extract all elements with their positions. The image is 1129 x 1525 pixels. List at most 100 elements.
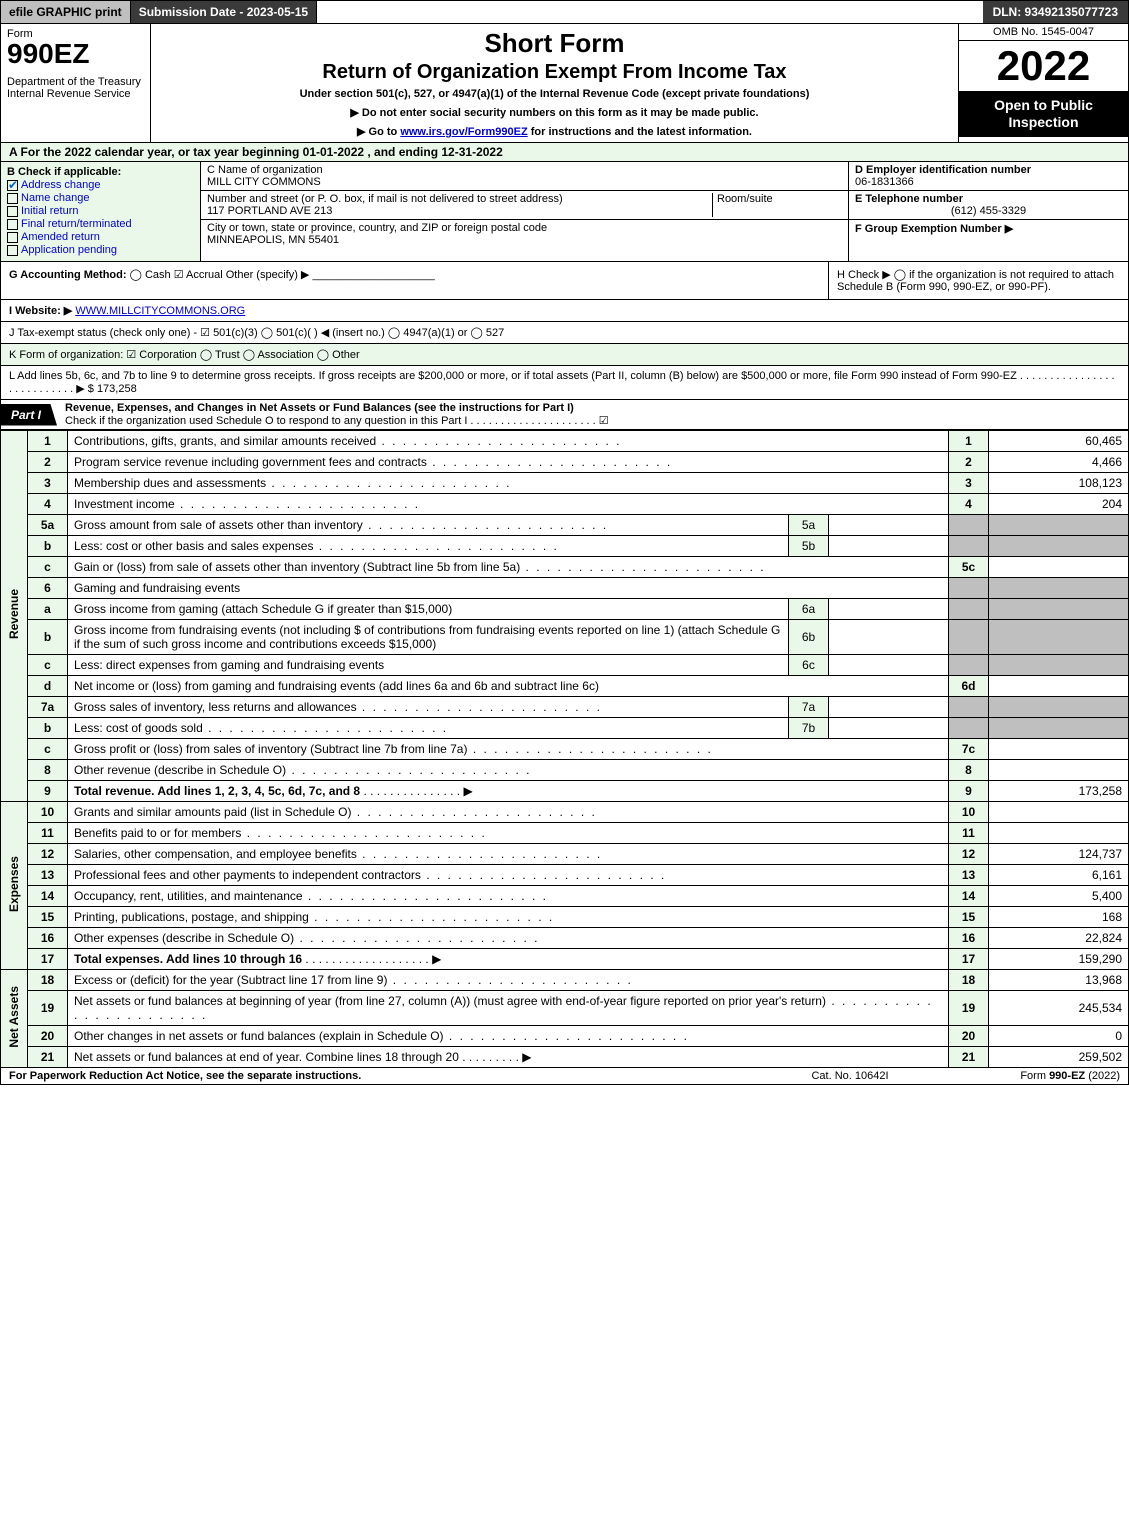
line-6d: dNet income or (loss) from gaming and fu… [1, 676, 1129, 697]
line-15: 15Printing, publications, postage, and s… [1, 907, 1129, 928]
line-2: 2Program service revenue including gover… [1, 452, 1129, 473]
l6c-num: c [28, 655, 68, 676]
chk-name-change[interactable]: Name change [7, 192, 194, 204]
chk-address-change[interactable]: Address change [7, 179, 194, 191]
l6b-subamt [829, 620, 949, 655]
line-6a: aGross income from gaming (attach Schedu… [1, 599, 1129, 620]
l5b-desc: Less: cost or other basis and sales expe… [68, 536, 789, 557]
l14-num: 14 [28, 886, 68, 907]
part1-desc-text: Revenue, Expenses, and Changes in Net As… [65, 402, 574, 414]
l11-desc: Benefits paid to or for members [68, 823, 949, 844]
line-19: 19Net assets or fund balances at beginni… [1, 991, 1129, 1026]
l3-box: 3 [949, 473, 989, 494]
chk-final-return[interactable]: Final return/terminated [7, 218, 194, 230]
l2-desc: Program service revenue including govern… [68, 452, 949, 473]
l8-box: 8 [949, 760, 989, 781]
expenses-side-text: Expenses [7, 856, 21, 912]
l7b-amt [989, 718, 1129, 739]
l6a-sub: 6a [789, 599, 829, 620]
l6-amt [989, 578, 1129, 599]
room-suite: Room/suite [712, 193, 842, 217]
no-ssn-line: ▶ Do not enter social security numbers o… [161, 106, 948, 119]
l18-num: 18 [28, 970, 68, 991]
efile-print-button[interactable]: efile GRAPHIC print [1, 1, 131, 23]
l9-desc-text: Total revenue. Add lines 1, 2, 3, 4, 5c,… [74, 784, 360, 798]
org-name: MILL CITY COMMONS [207, 176, 321, 188]
checkbox-icon [7, 206, 18, 217]
phone-value: (612) 455-3329 [855, 205, 1122, 217]
i-label: I Website: ▶ [9, 305, 72, 317]
line-6c: cLess: direct expenses from gaming and f… [1, 655, 1129, 676]
l5b-num: b [28, 536, 68, 557]
l6c-subamt [829, 655, 949, 676]
l17-desc: Total expenses. Add lines 10 through 16 … [68, 949, 949, 970]
l7a-sub: 7a [789, 697, 829, 718]
ein-value: 06-1831366 [855, 176, 914, 188]
form-header: Form 990EZ Department of the Treasury In… [0, 24, 1129, 143]
netassets-side-text: Net Assets [7, 986, 21, 1048]
row-d: D Employer identification number 06-1831… [849, 162, 1128, 191]
dln-label: DLN: 93492135077723 [983, 1, 1128, 23]
checkbox-icon [7, 219, 18, 230]
l20-desc: Other changes in net assets or fund bala… [68, 1026, 949, 1047]
form-center-col: Short Form Return of Organization Exempt… [151, 24, 958, 142]
l20-box: 20 [949, 1026, 989, 1047]
l12-box: 12 [949, 844, 989, 865]
line-6b: bGross income from fundraising events (n… [1, 620, 1129, 655]
l7a-desc: Gross sales of inventory, less returns a… [68, 697, 789, 718]
l18-desc: Excess or (deficit) for the year (Subtra… [68, 970, 949, 991]
chk-label-2: Initial return [21, 205, 78, 217]
l11-num: 11 [28, 823, 68, 844]
col-b: B Check if applicable: Address change Na… [1, 162, 201, 261]
line-4: 4Investment income4204 [1, 494, 1129, 515]
checkbox-icon [7, 180, 18, 191]
form-title: Short Form [161, 28, 948, 59]
website-link[interactable]: WWW.MILLCITYCOMMONS.ORG [75, 305, 245, 317]
tax-year: 2022 [959, 41, 1128, 91]
l7b-num: b [28, 718, 68, 739]
g-label: G Accounting Method: [9, 269, 127, 281]
row-f: F Group Exemption Number ▶ [849, 220, 1128, 261]
header-bar: efile GRAPHIC print Submission Date - 20… [0, 0, 1129, 24]
l9-num: 9 [28, 781, 68, 802]
l3-desc: Membership dues and assessments [68, 473, 949, 494]
l6d-desc: Net income or (loss) from gaming and fun… [68, 676, 949, 697]
l18-amt: 13,968 [989, 970, 1129, 991]
l4-amt: 204 [989, 494, 1129, 515]
submission-date-button[interactable]: Submission Date - 2023-05-15 [131, 1, 317, 23]
l14-amt: 5,400 [989, 886, 1129, 907]
l12-desc: Salaries, other compensation, and employ… [68, 844, 949, 865]
l19-box: 19 [949, 991, 989, 1026]
l15-num: 15 [28, 907, 68, 928]
col-b-head: B Check if applicable: [7, 166, 121, 178]
l8-amt [989, 760, 1129, 781]
l17-amt: 159,290 [989, 949, 1129, 970]
l5a-sub: 5a [789, 515, 829, 536]
l9-desc: Total revenue. Add lines 1, 2, 3, 4, 5c,… [68, 781, 949, 802]
chk-amended-return[interactable]: Amended return [7, 231, 194, 243]
l20-num: 20 [28, 1026, 68, 1047]
col-def: D Employer identification number 06-1831… [848, 162, 1128, 261]
l10-num: 10 [28, 802, 68, 823]
l5c-amt [989, 557, 1129, 578]
line-21: 21Net assets or fund balances at end of … [1, 1047, 1129, 1068]
l6a-num: a [28, 599, 68, 620]
lines-table: Revenue 1 Contributions, gifts, grants, … [0, 430, 1129, 1068]
checkbox-icon [7, 245, 18, 256]
l2-amt: 4,466 [989, 452, 1129, 473]
irs-link[interactable]: www.irs.gov/Form990EZ [400, 126, 527, 138]
l7b-desc: Less: cost of goods sold [68, 718, 789, 739]
chk-label-0: Address change [21, 179, 101, 191]
footer-left: For Paperwork Reduction Act Notice, see … [9, 1070, 760, 1082]
l16-desc: Other expenses (describe in Schedule O) [68, 928, 949, 949]
line-17: 17Total expenses. Add lines 10 through 1… [1, 949, 1129, 970]
page-footer: For Paperwork Reduction Act Notice, see … [0, 1068, 1129, 1085]
chk-initial-return[interactable]: Initial return [7, 205, 194, 217]
l19-num: 19 [28, 991, 68, 1026]
row-i: I Website: ▶ WWW.MILLCITYCOMMONS.ORG [0, 300, 1129, 322]
l14-box: 14 [949, 886, 989, 907]
e-label: E Telephone number [855, 193, 963, 205]
checkbox-icon [7, 232, 18, 243]
chk-application-pending[interactable]: Application pending [7, 244, 194, 256]
line-13: 13Professional fees and other payments t… [1, 865, 1129, 886]
